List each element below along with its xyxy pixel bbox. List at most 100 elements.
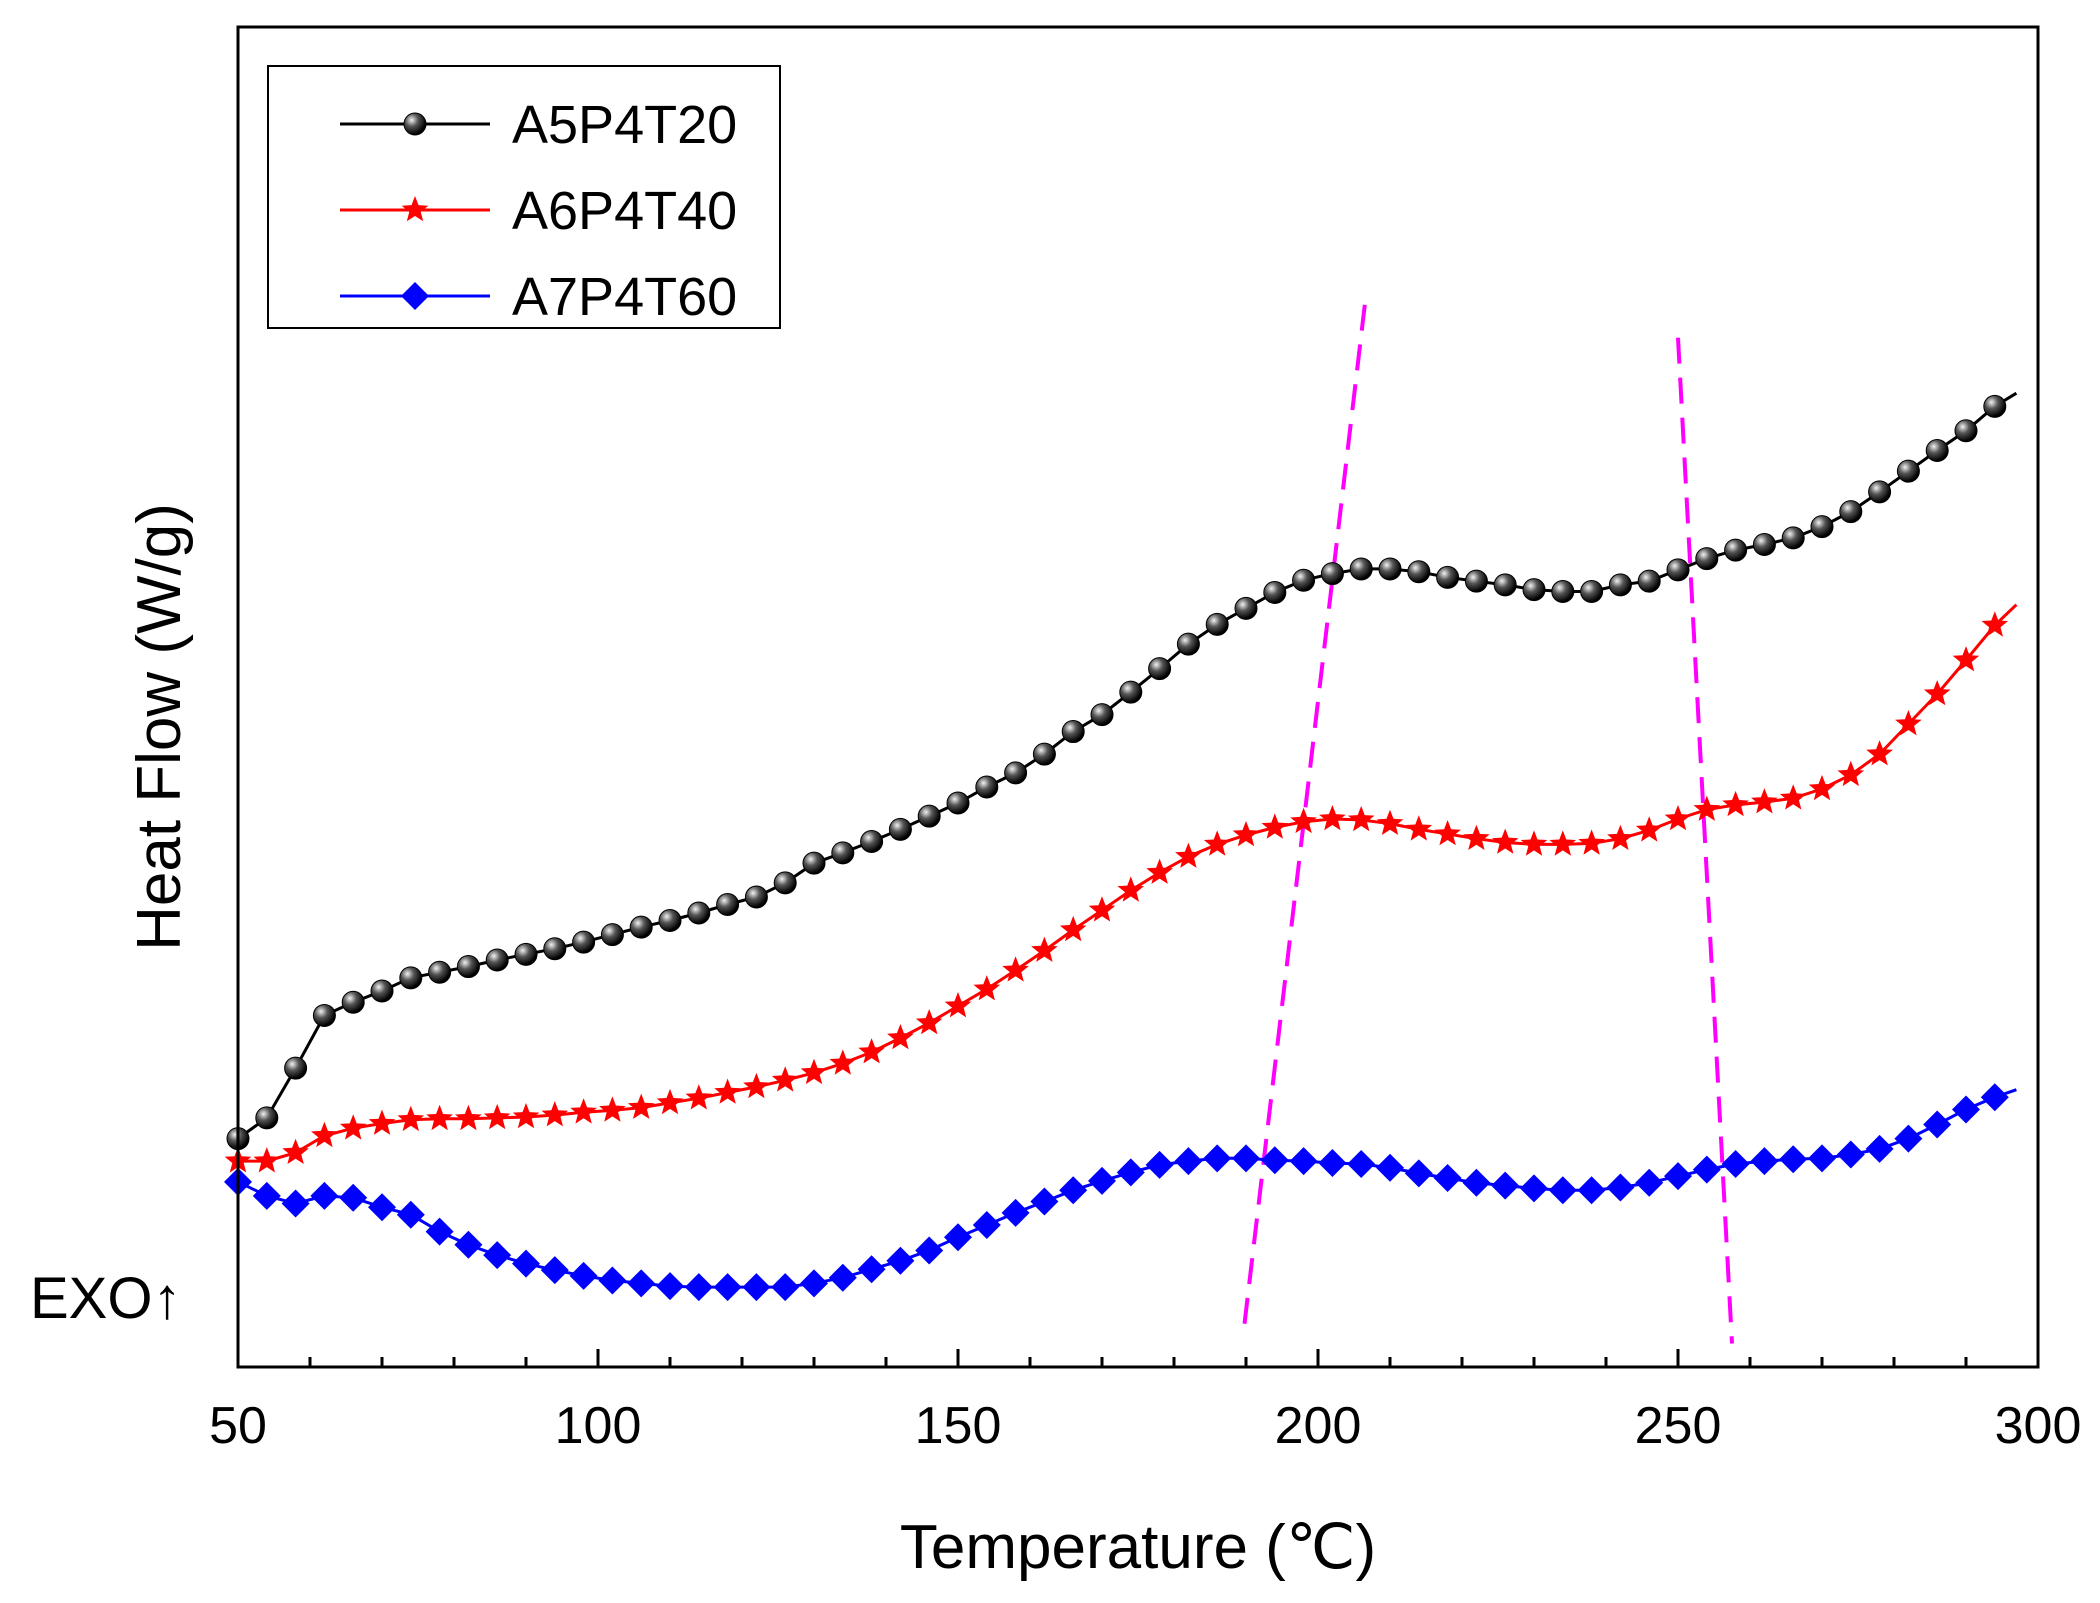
data-point [1954,419,1978,443]
data-point [713,1273,742,1302]
data-point [1292,568,1316,592]
data-point [284,1056,308,1080]
data-point [1434,820,1461,846]
legend-label: A5P4T20 [512,95,737,155]
legend-box [267,65,781,329]
data-point [1635,816,1663,842]
data-point [687,901,711,925]
data-point [629,915,653,939]
data-point [1981,611,2009,637]
data-point [1722,790,1749,817]
data-point [339,1183,368,1212]
data-point [1808,1144,1836,1173]
data-point [1865,1134,1894,1163]
data-point [944,1223,972,1252]
x-tick-label: 150 [915,1397,1002,1455]
data-point [1090,703,1114,727]
data-point [1145,1150,1174,1179]
data-point [1116,1158,1145,1187]
data-point [425,1217,454,1246]
data-point [714,1078,741,1104]
data-point [252,1181,281,1210]
data-point [1578,829,1605,855]
data-point [1203,1144,1232,1173]
legend-marker [403,112,427,136]
data-point [1836,1140,1865,1169]
data-point [887,1024,914,1050]
data-point [1693,795,1721,821]
data-point [483,1241,512,1270]
data-point [1004,761,1028,785]
legend-label: A7P4T60 [512,267,737,327]
data-point [1868,480,1892,504]
data-point [1320,562,1344,586]
data-point [1148,657,1172,681]
data-point [514,942,538,966]
data-point [685,1084,713,1110]
data-point [800,1058,828,1085]
data-point [742,1273,771,1302]
data-point [1551,580,1575,603]
data-point [1002,956,1029,982]
data-point [944,992,972,1018]
data-point [1117,876,1145,902]
data-point [1522,578,1546,602]
data-point [1837,760,1865,787]
series-line-A5P4T20 [237,391,2018,1140]
data-point [1577,1176,1606,1205]
data-point [599,1096,626,1122]
data-point [1378,557,1402,581]
data-point [455,1104,482,1131]
data-point [1808,774,1836,801]
data-point [1983,394,2007,418]
data-point [1752,533,1776,556]
data-point [341,990,365,1014]
data-point [1580,580,1604,603]
data-point [370,979,394,1003]
data-point [572,930,596,954]
x-tick-label: 200 [1275,1397,1362,1455]
data-point [1520,830,1548,856]
data-point [656,1088,684,1115]
data-point [831,841,855,865]
data-point [1203,830,1231,856]
x-tick-label: 250 [1635,1397,1722,1455]
data-point [1001,1198,1030,1227]
data-point [860,830,884,854]
data-point [1548,1176,1577,1205]
legend-marker [401,282,429,310]
data-point [1175,842,1202,868]
data-point [600,923,624,947]
data-point [1980,1083,2009,1112]
data-point [1059,1176,1088,1205]
data-point [1839,500,1863,524]
data-point [282,1138,309,1164]
plot-frame [236,25,2040,1369]
data-point [1088,1166,1116,1195]
data-point [1261,813,1289,839]
data-point [1606,1173,1635,1202]
data-point [396,1200,425,1229]
data-point [1923,680,1951,706]
data-point [255,1106,279,1130]
data-point [1119,680,1143,704]
data-point [1925,439,1949,462]
x-tick-label: 50 [209,1397,267,1455]
data-point [917,804,941,828]
data-point [1781,526,1805,550]
data-point [253,1147,281,1173]
data-point [1635,1168,1664,1197]
series-points-A6P4T40 [224,611,2009,1173]
guide-line [1676,337,1734,1344]
data-point [1779,784,1807,810]
data-point [1464,569,1488,593]
data-point [368,1109,396,1135]
data-point [281,1189,310,1218]
data-point [1520,1174,1548,1203]
data-point [1260,1146,1289,1175]
data-point [1433,1164,1462,1193]
data-point [1031,936,1058,962]
data-point [512,1103,540,1129]
data-point [310,1181,339,1210]
